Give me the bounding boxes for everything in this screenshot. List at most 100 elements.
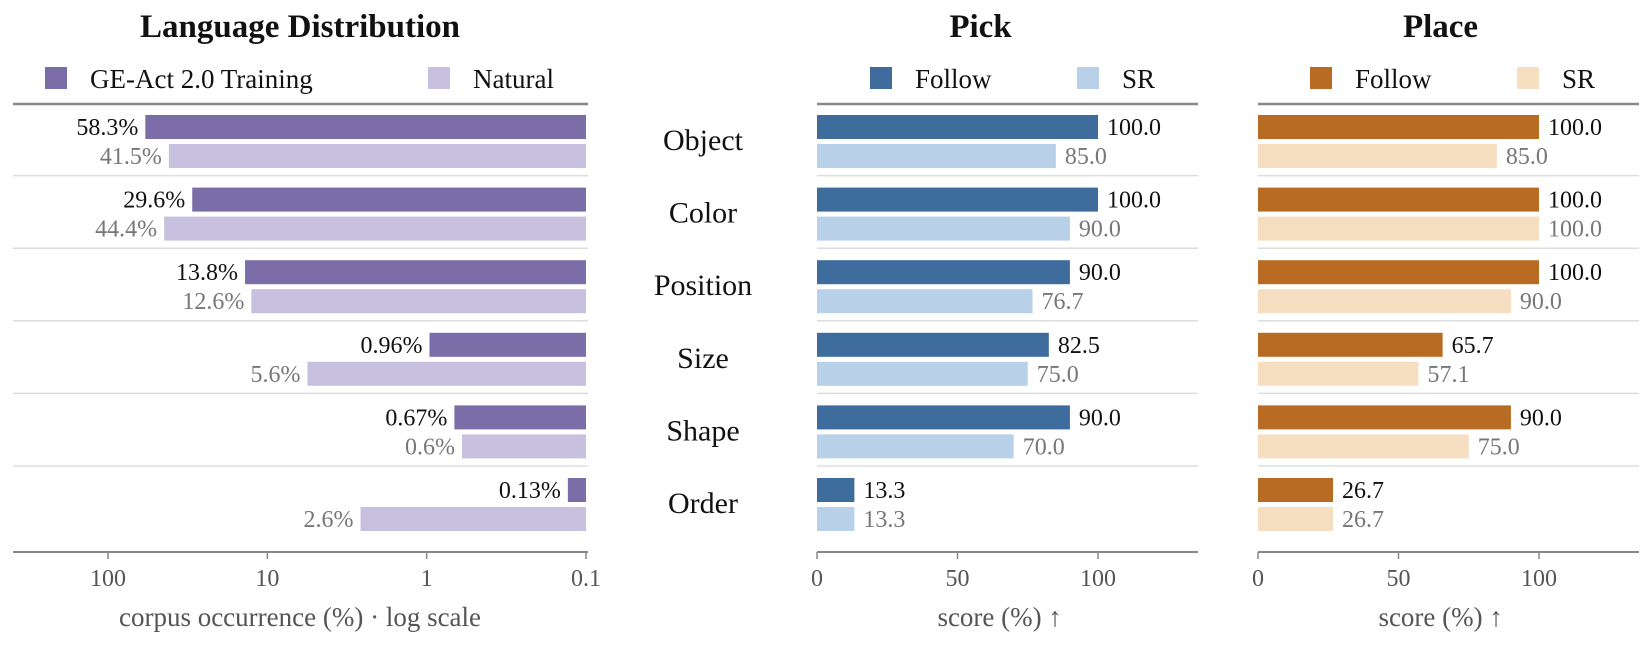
bar-sr-shape — [817, 434, 1014, 459]
bar-value-label: 13.8% — [176, 260, 238, 286]
bar-value-label: 57.1 — [1427, 362, 1469, 388]
bar-follow-shape — [1258, 405, 1511, 430]
x-tick-label: 0.1 — [571, 566, 601, 592]
bar-value-label: 82.5 — [1058, 333, 1100, 359]
panel-title: Language Distribution — [140, 9, 460, 45]
x-tick-label: 1 — [421, 566, 433, 592]
bar-value-label: 5.6% — [250, 362, 300, 388]
category-label-color: Color — [669, 197, 737, 230]
bar-follow-size — [1258, 332, 1443, 357]
panel-language-distribution: Language Distribution GE-Act 2.0 Training… — [13, 9, 601, 632]
bar-value-label: 65.7 — [1452, 333, 1494, 359]
bar-ge-act-2-0-training-size — [429, 332, 586, 357]
bar-value-label: 58.3% — [76, 115, 138, 141]
category-label-size: Size — [677, 342, 729, 375]
x-tick-label: 100 — [1521, 566, 1557, 592]
bar-follow-position — [1258, 260, 1539, 285]
bar-natural-object — [168, 144, 586, 168]
x-axis-label: corpus occurrence (%) · log scale — [119, 602, 481, 632]
legend-label: Follow — [1355, 64, 1432, 94]
legend-swatch — [1517, 67, 1539, 89]
x-tick-label: 100 — [90, 566, 126, 592]
bar-follow-shape — [817, 405, 1070, 430]
bar-follow-size — [817, 332, 1049, 357]
bar-value-label: 0.96% — [360, 333, 422, 359]
bar-value-label: 85.0 — [1506, 144, 1548, 170]
bar-value-label: 100.0 — [1548, 115, 1602, 141]
bar-value-label: 85.0 — [1065, 144, 1107, 170]
legend-label: SR — [1562, 64, 1595, 94]
legend-swatch — [428, 67, 450, 89]
legend-label: Follow — [915, 64, 992, 94]
legend-swatch — [1310, 67, 1332, 89]
bar-value-label: 26.7 — [1342, 478, 1384, 504]
bar-value-label: 90.0 — [1079, 217, 1121, 243]
bar-follow-object — [1258, 115, 1539, 139]
legend-label: Natural — [473, 64, 554, 94]
bar-value-label: 70.0 — [1023, 434, 1065, 460]
legend-swatch — [870, 67, 892, 89]
bar-natural-shape — [462, 434, 586, 459]
bar-ge-act-2-0-training-shape — [454, 405, 586, 430]
bar-sr-shape — [1258, 434, 1469, 459]
bar-sr-color — [1258, 216, 1539, 241]
bar-value-label: 90.0 — [1520, 289, 1562, 315]
bar-ge-act-2-0-training-position — [245, 260, 586, 285]
bar-follow-position — [817, 260, 1070, 285]
bar-value-label: 0.67% — [385, 405, 447, 431]
panel-title: Place — [1403, 9, 1478, 45]
category-label-object: Object — [663, 124, 744, 157]
bar-value-label: 12.6% — [182, 289, 244, 315]
bar-value-label: 100.0 — [1107, 188, 1161, 214]
x-axis-label: score (%) ↑ — [1378, 602, 1502, 632]
bar-value-label: 0.6% — [405, 434, 455, 460]
bar-value-label: 90.0 — [1079, 260, 1121, 286]
bar-natural-size — [307, 361, 586, 386]
bar-value-label: 75.0 — [1478, 434, 1520, 460]
category-labels: Object Color Position Size Shape Order — [654, 124, 752, 520]
x-tick-label: 50 — [946, 566, 970, 592]
category-label-shape: Shape — [666, 414, 739, 447]
bar-follow-object — [817, 115, 1098, 139]
bar-sr-size — [1258, 361, 1419, 386]
bar-natural-color — [164, 216, 586, 241]
legend-label: GE-Act 2.0 Training — [90, 64, 313, 94]
bar-value-label: 100.0 — [1548, 217, 1602, 243]
legend-swatch — [1077, 67, 1099, 89]
bar-ge-act-2-0-training-object — [145, 115, 587, 139]
bar-value-label: 100.0 — [1548, 188, 1602, 214]
bar-value-label: 26.7 — [1342, 507, 1384, 533]
bar-value-label: 0.13% — [499, 478, 561, 504]
panel-title: Pick — [949, 9, 1012, 45]
category-label-order: Order — [668, 487, 738, 520]
bar-value-label: 29.6% — [123, 188, 185, 214]
x-tick-label: 0 — [1252, 566, 1264, 592]
x-tick-label: 50 — [1387, 566, 1411, 592]
bar-sr-size — [817, 361, 1028, 386]
bar-sr-object — [1258, 144, 1497, 168]
bar-sr-order — [1258, 507, 1334, 531]
bar-value-label: 90.0 — [1079, 405, 1121, 431]
bar-value-label: 75.0 — [1037, 362, 1079, 388]
bar-natural-position — [251, 289, 587, 314]
bar-ge-act-2-0-training-color — [192, 187, 587, 212]
bar-value-label: 44.4% — [95, 217, 157, 243]
bar-value-label: 2.6% — [304, 507, 354, 533]
bar-value-label: 76.7 — [1042, 289, 1084, 315]
bar-follow-color — [1258, 187, 1539, 212]
bar-sr-object — [817, 144, 1056, 168]
x-tick-label: 0 — [811, 566, 823, 592]
legend-swatch — [45, 67, 67, 89]
bar-follow-color — [817, 187, 1098, 212]
category-label-position: Position — [654, 269, 752, 302]
bar-sr-position — [817, 289, 1033, 314]
bar-follow-order — [1258, 478, 1334, 502]
bar-natural-order — [360, 507, 586, 531]
legend-label: SR — [1122, 64, 1155, 94]
bar-value-label: 41.5% — [100, 144, 162, 170]
bar-sr-order — [817, 507, 855, 531]
bar-sr-position — [1258, 289, 1511, 314]
